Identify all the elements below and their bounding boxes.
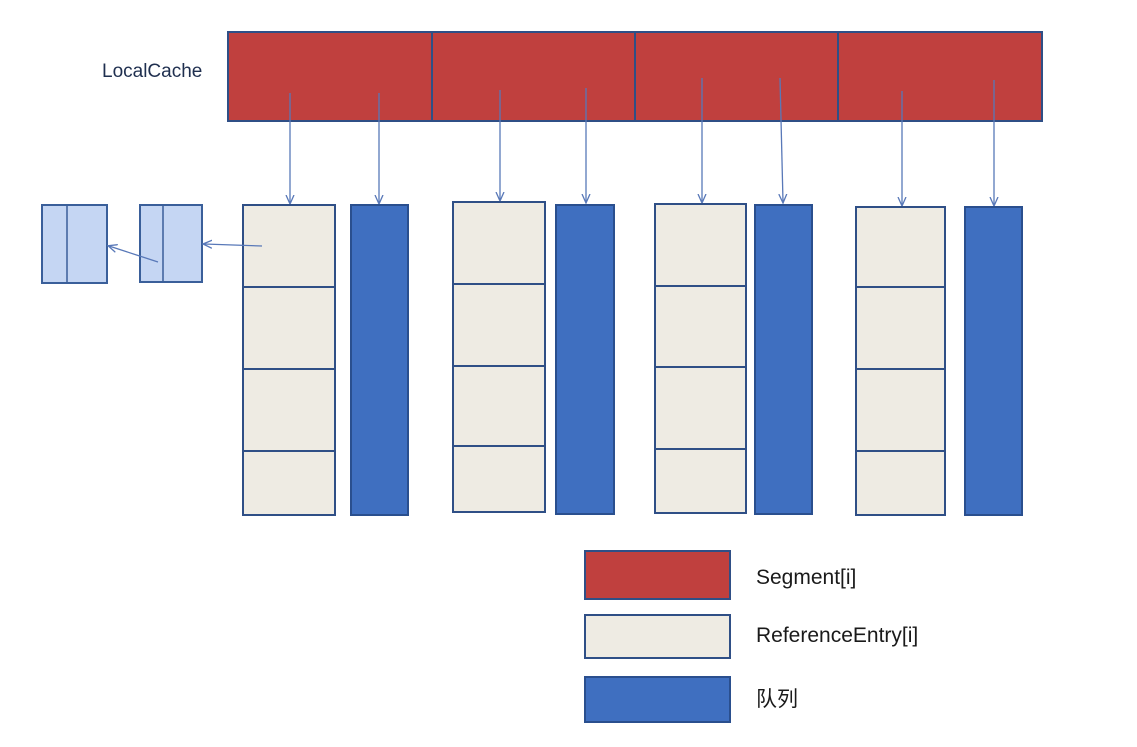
node-box [139, 204, 203, 283]
legend-swatch-entry [584, 614, 731, 659]
queue-column [555, 204, 615, 515]
entry-slot [242, 286, 336, 370]
linked-node [41, 204, 108, 284]
entry-slot [242, 450, 336, 516]
entry-table [654, 203, 747, 514]
entry-slot [855, 368, 946, 452]
arrow-node-to-node [109, 246, 159, 263]
segment-cell [431, 31, 636, 122]
entry-slot [855, 206, 946, 288]
entry-slot [654, 203, 747, 287]
entry-table [452, 201, 546, 513]
arrow-entry-to-node [204, 244, 263, 246]
entry-table [855, 206, 946, 516]
entry-table [242, 204, 336, 516]
queue-column [964, 206, 1023, 516]
entry-slot [452, 201, 546, 285]
entry-slot [855, 450, 946, 516]
segment-cell [837, 31, 1043, 122]
node-box [41, 204, 108, 284]
legend-swatch-queue [584, 676, 731, 723]
arrow-segment-to-queue [780, 77, 783, 202]
segment-cell [634, 31, 839, 122]
segment-arrows [290, 77, 994, 205]
entry-slot [242, 368, 336, 452]
queue-column [754, 204, 813, 515]
legend-label-queue: 队列 [756, 688, 798, 711]
segment-array [227, 31, 1043, 122]
legend-label-segment: Segment[i] [756, 566, 856, 589]
legend: Segment[i] ReferenceEntry[i] 队列 [584, 550, 918, 723]
queue-column [350, 204, 409, 516]
entry-slot [452, 365, 546, 447]
entry-slot [654, 448, 747, 514]
entry-slot [654, 285, 747, 368]
entry-slot [452, 283, 546, 367]
linked-node [139, 204, 203, 283]
entry-slot [654, 366, 747, 450]
entry-slot [855, 286, 946, 370]
localcache-label: LocalCache [102, 61, 202, 82]
segment-cell [227, 31, 433, 122]
legend-label-entry: ReferenceEntry[i] [756, 624, 918, 647]
entry-slot [452, 445, 546, 513]
legend-swatch-segment [584, 550, 731, 600]
